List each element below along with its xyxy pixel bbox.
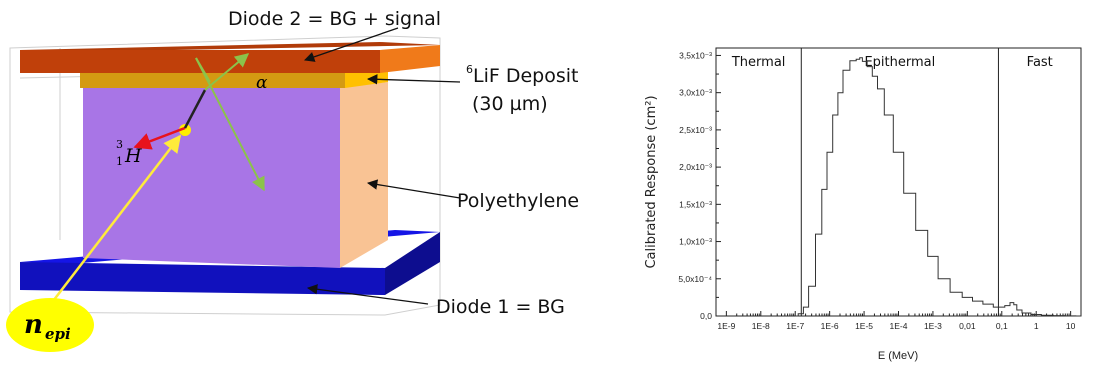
region-label-epithermal: Epithermal [864, 55, 935, 70]
triton-track-upper [183, 89, 207, 129]
x-tick-label: 1E-9 [717, 321, 735, 331]
alpha-track-down [195, 57, 265, 192]
triton-label: 3 1 H [116, 138, 142, 168]
polyethylene-callout-arrow [366, 179, 461, 199]
response-chart: 0,0 5,0x10⁻⁴ 1,0x10⁻³ 1,5x10⁻³ 2,0x10⁻³ 2,5x1… [644, 47, 1082, 362]
x-tick-label: 0,1 [996, 321, 1008, 331]
region-label-thermal: Thermal [731, 55, 786, 70]
response-curve [795, 57, 1081, 317]
alpha-track-up [204, 53, 250, 91]
x-tick-label: 0,01 [959, 321, 976, 331]
svg-text:epi: epi [45, 325, 71, 343]
y-tick-label: 0,0 [700, 311, 712, 321]
y-tick-label: 3,0x10⁻³ [679, 88, 712, 98]
x-tick-label: 1E-7 [786, 321, 804, 331]
y-tick-label: 5,0x10⁻⁴ [678, 274, 712, 284]
detector-diagram: α 3 1 H n epi Diode 2 = BG + signal 6 Li… [6, 8, 579, 352]
svg-text:H: H [124, 145, 142, 167]
x-axis-ticks: 1E-9 1E-8 1E-7 1E-6 1E-5 1E-4 1E-3 0,01 0,1 1 10 [717, 311, 1082, 331]
x-tick-label: 10 [1066, 321, 1076, 331]
y-tick-label: 1,5x10⁻³ [679, 199, 712, 209]
lif-label: 6 LiF Deposit (30 µm) [466, 63, 578, 115]
svg-text:6: 6 [466, 63, 473, 76]
polyethylene-block [83, 82, 388, 268]
region-markers: Thermal Epithermal Fast [731, 48, 1053, 316]
diode2-label: Diode 2 = BG + signal [228, 8, 441, 30]
y-tick-label: 3,5x10⁻³ [679, 50, 712, 60]
diode1-label: Diode 1 = BG [436, 296, 565, 318]
x-tick-label: 1 [1034, 321, 1039, 331]
x-axis-label: E (MeV) [878, 350, 918, 362]
lif-callout-arrow [366, 74, 461, 85]
y-axis-label: Calibrated Response (cm²) [644, 95, 659, 268]
diode-2-slab [20, 42, 440, 73]
triton-track [133, 126, 186, 150]
x-tick-label: 1E-5 [855, 321, 873, 331]
alpha-label: α [256, 73, 268, 93]
polyethylene-label: Polyethylene [457, 190, 579, 212]
neutron-badge: n epi [6, 298, 94, 352]
neutron-track [49, 134, 182, 306]
svg-text:n: n [24, 310, 43, 340]
y-tick-label: 2,5x10⁻³ [679, 125, 712, 135]
svg-text:3: 3 [116, 138, 123, 151]
diode1-callout-arrow [306, 284, 429, 305]
y-tick-label: 1,0x10⁻³ [679, 237, 712, 247]
x-tick-label: 1E-3 [924, 321, 942, 331]
svg-text:1: 1 [116, 155, 123, 168]
x-tick-label: 1E-4 [890, 321, 908, 331]
plot-frame [715, 47, 1082, 317]
svg-text:LiF Deposit: LiF Deposit [473, 65, 578, 87]
y-tick-label: 2,0x10⁻³ [679, 162, 712, 172]
region-label-fast: Fast [1027, 55, 1053, 70]
lif-thickness-label: (30 µm) [472, 93, 548, 115]
diode2-callout-arrow [304, 27, 399, 62]
x-tick-label: 1E-8 [752, 321, 770, 331]
y-axis-ticks: 0,0 5,0x10⁻⁴ 1,0x10⁻³ 1,5x10⁻³ 2,0x10⁻³ 2,5x1… [678, 50, 721, 321]
capture-point [179, 124, 191, 136]
x-tick-label: 1E-6 [821, 321, 839, 331]
